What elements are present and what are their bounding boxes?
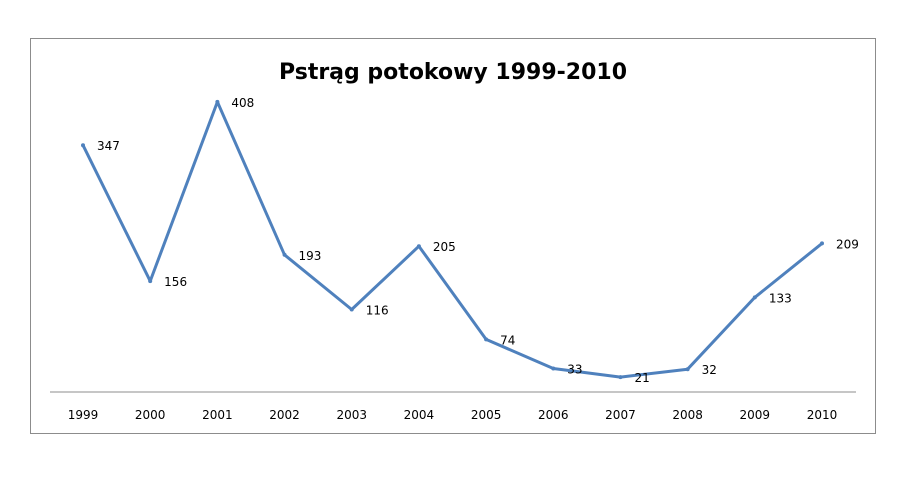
x-tick-label-1999: 1999 <box>68 408 99 422</box>
data-label-2000: 156 <box>164 275 187 289</box>
data-label-2003: 116 <box>366 304 389 318</box>
x-tick-label-2004: 2004 <box>404 408 435 422</box>
data-label-2005: 74 <box>500 333 515 347</box>
x-tick-label-2002: 2002 <box>269 408 300 422</box>
data-label-2008: 32 <box>702 363 717 377</box>
data-labels: 347 156 408 193 116 205 74 33 21 32 133 209 <box>97 96 859 385</box>
data-point-2005 <box>484 337 489 342</box>
data-point-2010 <box>820 241 824 246</box>
x-tick-label-2006: 2006 <box>538 408 569 422</box>
x-tick-label-2010: 2010 <box>807 408 838 422</box>
data-point-2009 <box>752 295 757 300</box>
x-tick-label-2005: 2005 <box>471 408 502 422</box>
x-tick-label-2000: 2000 <box>135 408 166 422</box>
x-tick-label-2008: 2008 <box>672 408 703 422</box>
data-label-2006: 33 <box>567 363 582 377</box>
chart-frame: Pstrąg potokowy 1999-2010 <box>30 38 876 434</box>
data-point-2001 <box>215 99 220 104</box>
data-point-2006 <box>551 366 556 371</box>
data-label-2004: 205 <box>433 240 456 254</box>
series-layer <box>81 99 824 380</box>
data-label-2001: 408 <box>231 96 254 110</box>
data-point-2002 <box>282 252 287 257</box>
data-label-2010: 209 <box>836 237 859 251</box>
data-point-2008 <box>685 367 690 372</box>
x-tick-label-2007: 2007 <box>605 408 636 422</box>
data-point-2004 <box>416 244 421 249</box>
data-label-2009: 133 <box>769 291 792 305</box>
x-tick-label-2001: 2001 <box>202 408 233 422</box>
x-tick-labels: 1999 2000 2001 2002 2003 2004 2005 2006 2007 2008… <box>68 408 838 422</box>
x-tick-label-2003: 2003 <box>336 408 367 422</box>
series-line <box>81 100 824 379</box>
data-point-1999 <box>81 143 85 148</box>
data-label-2002: 193 <box>299 249 322 263</box>
x-tick-label-2009: 2009 <box>740 408 771 422</box>
data-point-2003 <box>349 307 354 312</box>
data-label-2007: 21 <box>634 371 649 385</box>
data-point-2000 <box>148 279 153 284</box>
data-label-1999: 347 <box>97 139 120 153</box>
data-point-2007 <box>618 375 623 380</box>
chart-title: Pstrąg potokowy 1999-2010 <box>278 60 627 85</box>
